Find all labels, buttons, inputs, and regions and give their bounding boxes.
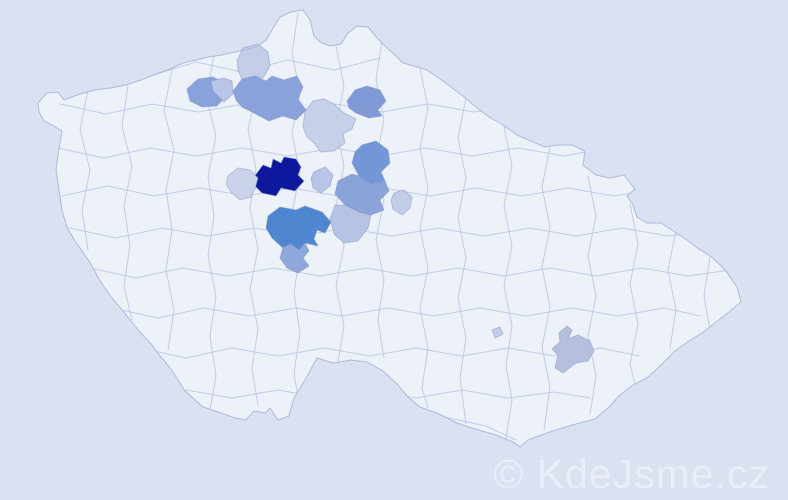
highlighted-district — [351, 140, 391, 185]
highlighted-district — [225, 167, 259, 201]
highlighted-district — [210, 77, 234, 103]
highlighted-district — [491, 326, 504, 339]
country-outline — [37, 9, 742, 448]
highlighted-district — [253, 156, 305, 197]
highlighted-district — [346, 85, 387, 119]
highlighted-district — [551, 325, 595, 374]
watermark: © KdeJsme.cz — [493, 451, 770, 497]
highlighted-district — [310, 166, 334, 194]
highlighted-district — [279, 242, 310, 274]
highlighted-district — [265, 205, 332, 251]
highlighted-district — [329, 204, 372, 244]
highlighted-district — [390, 189, 413, 216]
highlighted-districts-layer — [186, 43, 595, 374]
highlighted-district — [302, 98, 357, 153]
highlighted-district — [232, 75, 307, 122]
highlighted-district — [236, 43, 271, 80]
